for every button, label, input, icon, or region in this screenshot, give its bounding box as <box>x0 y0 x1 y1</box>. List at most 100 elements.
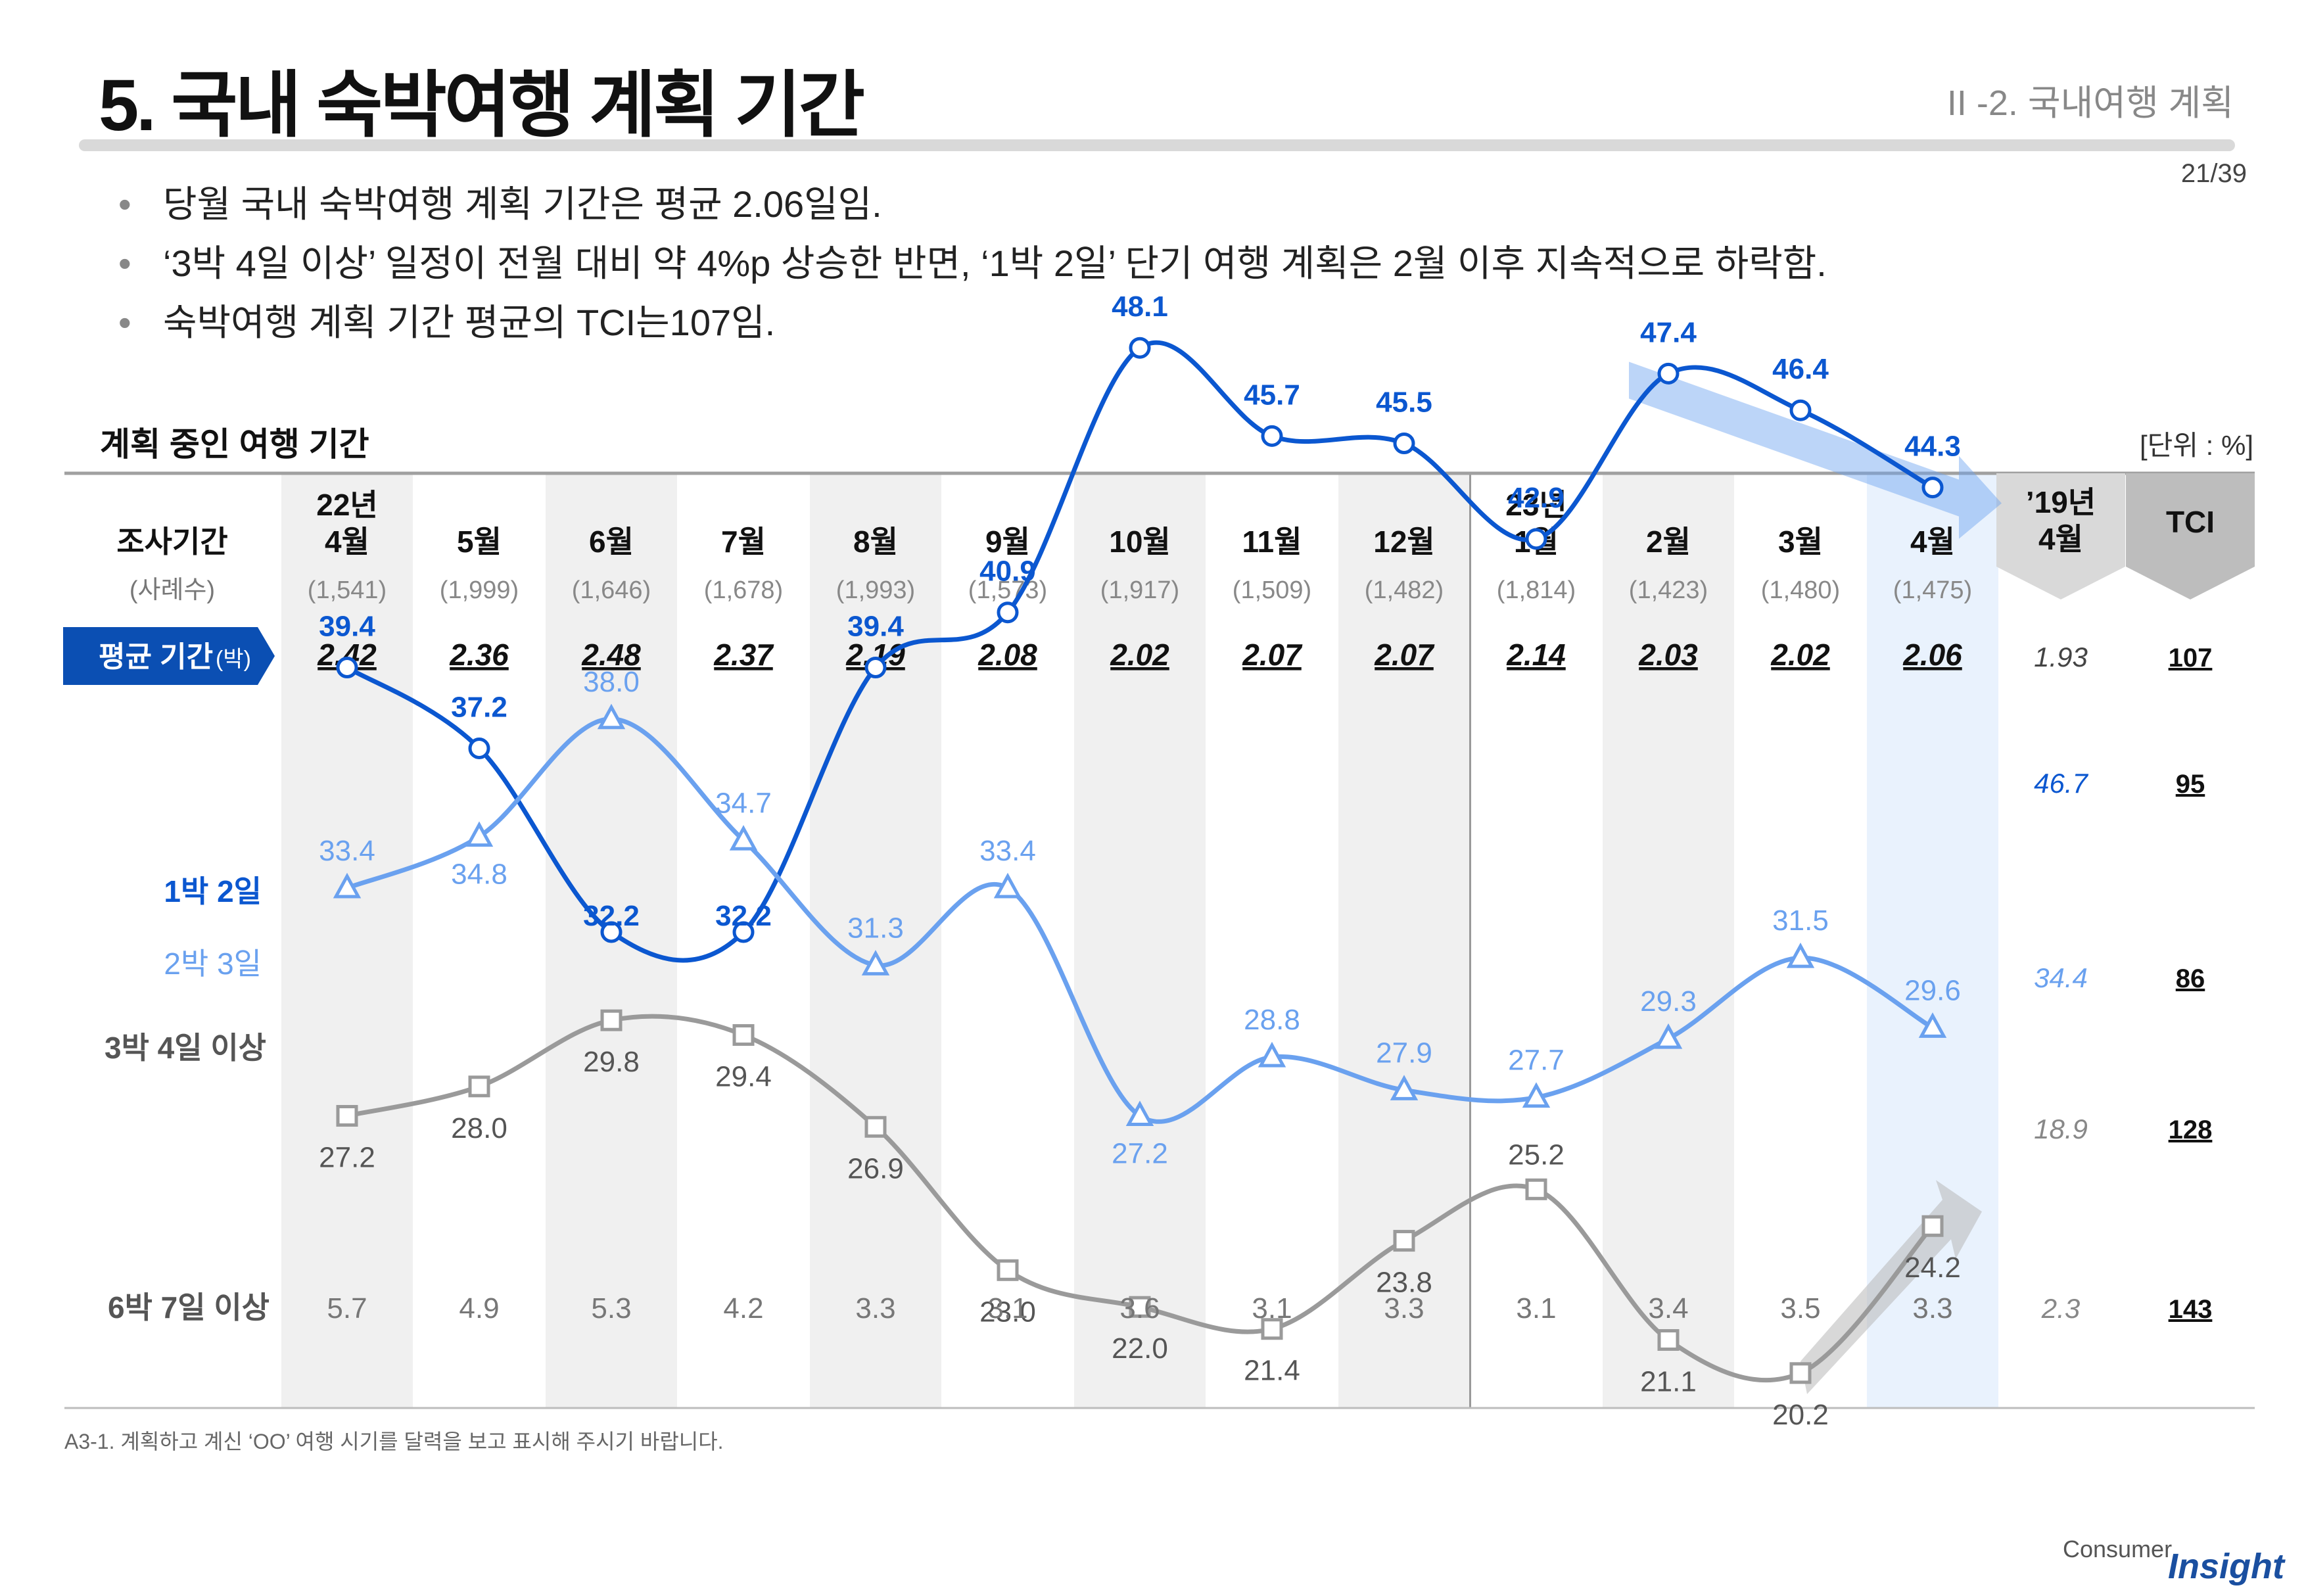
column-shade <box>1338 473 1470 1408</box>
series-2n3d-point <box>465 821 494 847</box>
series-3n4d-point <box>336 1105 358 1127</box>
series-1n2d-label: 46.4 <box>1772 353 1829 385</box>
series-2n3d-label: 38.0 <box>583 666 640 698</box>
series-3n4d-label: 29.8 <box>583 1046 640 1078</box>
series-1n2d-label: 48.1 <box>1112 291 1168 323</box>
series-3n4d-label: 25.2 <box>1508 1138 1565 1171</box>
series-3n4d-point <box>732 1024 755 1046</box>
series-1n2d-name: 1박 2일 <box>164 874 262 908</box>
column-month-label: 10월 <box>1109 525 1171 559</box>
logo-insight: Insight <box>2168 1547 2284 1586</box>
series-1n2d-label: 39.4 <box>319 611 375 643</box>
avg-value: 2.03 <box>1638 638 1698 672</box>
avg-badge-label: 평균 기간 <box>99 641 213 673</box>
column-sample-size: (1,646) <box>572 576 651 604</box>
series-1n2d-point <box>1525 528 1547 550</box>
series-3n4d-point <box>864 1115 887 1138</box>
series-3n4d-name: 3박 4일 이상 <box>105 1031 266 1065</box>
series-3n4d-point <box>1129 1296 1151 1318</box>
series-1n2d-label: 32.2 <box>583 900 640 932</box>
series-1n2d-label: 47.4 <box>1640 316 1697 348</box>
column-year-label: 22년 <box>316 488 378 522</box>
series-2n3d-label: 29.3 <box>1640 985 1697 1018</box>
series-3n4d-label: 26.9 <box>847 1152 904 1185</box>
bullet-text: 숙박여행 계획 기간 평균의 TCI는107임. <box>163 302 776 343</box>
series-2n3d-point <box>729 825 758 851</box>
avg-badge <box>63 627 275 685</box>
series-1n2d-point <box>997 601 1019 624</box>
series-6n7d-value: 3.1 <box>987 1292 1027 1325</box>
series-1n2d-point <box>864 657 887 679</box>
avg-value: 2.14 <box>1506 638 1566 672</box>
series-1n2d-label: 40.9 <box>979 555 1036 588</box>
series-2n3d-point <box>1390 1075 1419 1100</box>
chart-title: 계획 중인 여행 기간 <box>100 426 369 463</box>
series-6n7d-value: 4.9 <box>459 1292 499 1325</box>
consumer-insight-logo: Consumer Insight <box>2063 1532 2284 1586</box>
series-3n4d-point <box>1789 1362 1812 1384</box>
avg-value: 2.07 <box>1374 638 1435 672</box>
series-3n4d-label: 24.2 <box>1904 1252 1961 1284</box>
series-1n2d-point <box>732 921 755 943</box>
series-2n3d-point <box>861 950 890 975</box>
ref-year-label: ’19년 <box>2026 485 2096 519</box>
series-6n7d-value: 3.3 <box>855 1292 895 1325</box>
tci-avg-value: 107 <box>2169 644 2213 672</box>
page-number: 21/39 <box>2180 159 2247 188</box>
column-sample-size: (1,541) <box>308 576 387 604</box>
column-sample-size: (1,475) <box>1893 576 1972 604</box>
title-divider <box>79 139 2235 151</box>
column-year-label: 23년 <box>1505 488 1567 522</box>
series-1n2d-point <box>1657 362 1680 385</box>
series-1n2d-label: 45.7 <box>1244 379 1300 411</box>
series-2n3d-point <box>1258 1041 1286 1068</box>
series-2n3d-label: 34.8 <box>451 858 507 891</box>
avg-value: 2.02 <box>1110 638 1169 672</box>
bullet-dot: • <box>118 243 131 284</box>
survey-period-label: 조사기간 <box>116 525 227 559</box>
series-2n3d-point <box>1786 942 1815 968</box>
series-3n4d-point <box>600 1009 623 1031</box>
series-3n4d-label: 21.1 <box>1640 1366 1697 1398</box>
ref-value: 2.3 <box>2041 1293 2080 1324</box>
series-3n4d-point <box>1921 1215 1944 1237</box>
avg-value: 2.08 <box>977 638 1037 672</box>
series-1n2d-label: 32.2 <box>715 900 772 932</box>
column-sample-size: (1,678) <box>704 576 783 604</box>
series-6n7d-value: 3.6 <box>1119 1292 1160 1325</box>
series-1n2d-label: 37.2 <box>451 692 507 724</box>
series-3n4d-label: 23.0 <box>979 1296 1036 1328</box>
series-2n3d-point <box>597 703 626 730</box>
series-2n3d-label: 27.9 <box>1376 1037 1432 1069</box>
avg-value: 2.36 <box>449 638 509 672</box>
column-month-label: 2월 <box>1646 525 1691 559</box>
series-2n3d-point <box>1654 1023 1683 1049</box>
series-2n3d-label: 34.7 <box>715 787 772 819</box>
series-3n4d-point <box>468 1075 490 1098</box>
logo-consumer: Consumer <box>2063 1536 2173 1562</box>
bullet-item: • 숙박여행 계획 기간 평균의 TCI는107임. <box>118 293 1827 352</box>
series-2n3d-label: 27.7 <box>1508 1044 1565 1077</box>
avg-value: 2.07 <box>1242 638 1303 672</box>
series-3n4d-point <box>1525 1178 1547 1200</box>
column-sample-size: (1,509) <box>1233 576 1311 604</box>
series-3n4d-label: 20.2 <box>1772 1399 1829 1431</box>
column-sample-size: (1,482) <box>1365 576 1444 604</box>
series-6n7d-value: 3.1 <box>1516 1292 1556 1325</box>
bullet-dot: • <box>118 302 131 343</box>
column-month-label: 8월 <box>853 525 898 559</box>
series-3n4d-label: 22.0 <box>1112 1332 1168 1365</box>
series-6n7d-name: 6박 7일 이상 <box>108 1290 270 1325</box>
series-2n3d-label: 33.4 <box>319 835 375 867</box>
column-shade <box>1074 473 1206 1408</box>
column-month-label: 12월 <box>1373 525 1435 559</box>
series-6n7d-value: 3.3 <box>1912 1292 1952 1325</box>
ref-value: 34.4 <box>2034 962 2088 993</box>
series-3n4d-point <box>997 1259 1019 1281</box>
tci-header-label: TCI <box>2166 505 2215 539</box>
series-1n2d-point <box>1129 337 1151 359</box>
avg-value: 2.06 <box>1902 638 1962 672</box>
series-2n3d-label: 27.2 <box>1112 1138 1168 1170</box>
column-month-label: 5월 <box>457 525 502 559</box>
